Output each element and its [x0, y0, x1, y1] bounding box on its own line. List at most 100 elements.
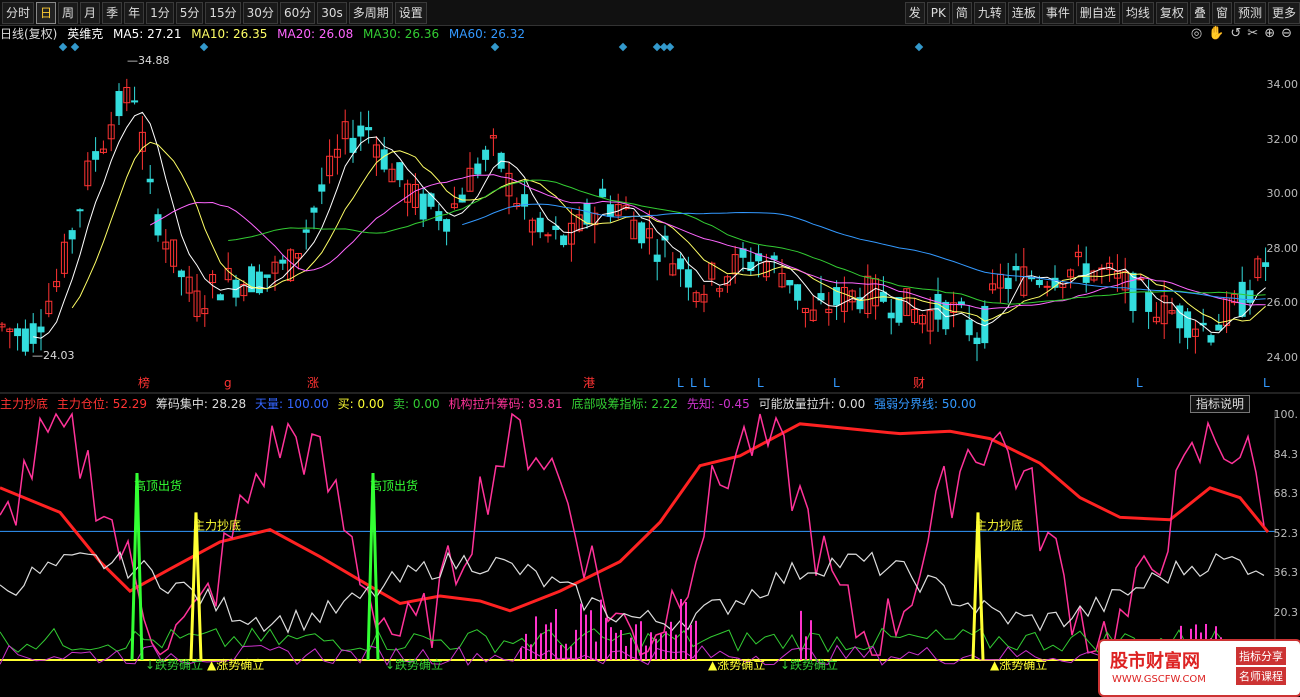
zoom-out-icon[interactable]: ⊖ [1281, 26, 1292, 41]
ma20-value: MA20: 26.08 [277, 27, 354, 41]
toolbar-button[interactable]: 事件 [1041, 1, 1074, 24]
candle-body [1215, 324, 1223, 331]
volume-bar [550, 622, 552, 660]
candle-body [825, 308, 833, 314]
candle-body [989, 283, 997, 291]
indicator-tick: 68.3 [1273, 487, 1299, 500]
bottom-buy-label: 主力抄底 [193, 517, 241, 532]
volume-bar [585, 614, 587, 660]
period-tab[interactable]: 日 [36, 1, 57, 24]
period-tab[interactable]: 多周期 [348, 1, 393, 24]
candle-body [934, 293, 942, 320]
toolbar-button[interactable]: 更多 [1267, 1, 1300, 24]
candle-body [1207, 335, 1215, 343]
toolbar-button[interactable]: 连板 [1007, 1, 1040, 24]
candle-body [53, 281, 61, 288]
period-tab[interactable]: 30s [317, 1, 347, 24]
period-tab[interactable]: 30分 [242, 1, 278, 24]
candle-body [669, 263, 677, 276]
kline-chart[interactable]: —34.88—24.03榜 g 涨港 L L L L L 财 L L [0, 42, 1300, 394]
candle-body [1020, 266, 1028, 296]
candle-body [950, 302, 958, 314]
toolbar-button[interactable]: 删自选 [1075, 1, 1120, 24]
scissors-icon[interactable]: ✂ [1247, 26, 1259, 41]
candle-body [747, 261, 755, 272]
watermark-name: 股市财富网 [1110, 651, 1200, 672]
period-tab[interactable]: 年 [124, 1, 145, 24]
up-trend-label: ▲涨势确立 [708, 657, 765, 672]
candle-body [903, 288, 911, 317]
candle-body [965, 319, 973, 336]
zoom-in-icon[interactable]: ⊕ [1264, 26, 1276, 41]
watermark-tag-2: 名师课程 [1236, 667, 1286, 685]
period-tab[interactable]: 15分 [205, 1, 241, 24]
period-tab[interactable]: 季 [102, 1, 123, 24]
candle-body [1176, 305, 1184, 329]
period-tab[interactable]: 60分 [279, 1, 316, 24]
candle-body [895, 297, 903, 323]
candle-body [482, 149, 490, 160]
candle-body [185, 276, 193, 294]
candle-body [1254, 258, 1262, 279]
top-sell-label: 高顶出货 [370, 478, 418, 493]
period-tab[interactable]: 分时 [2, 1, 35, 24]
candle-body [107, 124, 115, 140]
candle-body [29, 323, 37, 344]
toolbar-button[interactable]: 窗 [1211, 1, 1232, 24]
undo-icon[interactable]: ↺ [1230, 26, 1242, 41]
price-tick: 28.00 [1266, 241, 1299, 255]
period-toolbar: 分时日周月季年 1分 5分 15分 30分 60分 30s 多周期 设置 [0, 0, 427, 25]
toolbar-button[interactable]: PK [926, 1, 950, 24]
candle-body [677, 258, 685, 270]
volume-bar [680, 598, 682, 660]
period-tab[interactable]: 5分 [175, 1, 204, 24]
event-mark: L [833, 376, 840, 390]
volume-bar [650, 632, 652, 660]
candle-body [521, 194, 529, 207]
candle-body [146, 178, 154, 183]
candle-body [973, 337, 981, 345]
candle-body [388, 168, 396, 183]
toolbar-button[interactable]: 发 [904, 1, 925, 24]
candle-body [1184, 311, 1192, 338]
candle-body [294, 252, 302, 259]
ma30-line [228, 179, 1266, 305]
period-tab[interactable]: 设置 [394, 1, 427, 24]
volume-bar [660, 634, 662, 660]
stock-name[interactable]: 英维克 [67, 27, 104, 41]
candle-body [622, 205, 630, 210]
volume-bar [685, 601, 687, 660]
toolbar-button[interactable]: 预测 [1233, 1, 1266, 24]
toolbar-button[interactable]: 均线 [1121, 1, 1154, 24]
toolbar-button[interactable]: 叠 [1189, 1, 1210, 24]
toolbar-button[interactable]: 简 [951, 1, 972, 24]
event-mark: 涨 [307, 375, 319, 390]
period-tab[interactable]: 月 [80, 1, 101, 24]
candle-body [1152, 316, 1160, 323]
event-mark: L [677, 376, 684, 390]
ma30-value: MA30: 26.36 [363, 27, 440, 41]
candle-body [528, 219, 536, 233]
volume-bar [615, 632, 617, 660]
eye-icon[interactable]: ◎ [1190, 26, 1203, 41]
candle-body [1191, 328, 1199, 337]
candle-body [92, 151, 100, 160]
volume-bar [565, 643, 567, 660]
period-tab[interactable]: 1分 [146, 1, 174, 24]
price-tick: 32.00 [1266, 132, 1299, 146]
hand-icon[interactable]: ✋ [1208, 26, 1225, 41]
toolbar-button[interactable]: 复权 [1155, 1, 1188, 24]
candle-body [1145, 291, 1153, 312]
toolbar-button[interactable]: 九转 [973, 1, 1006, 24]
signal-diamond-icon [70, 42, 80, 52]
event-mark: L [703, 376, 710, 390]
price-tick: 34.00 [1266, 78, 1299, 91]
candle-body [21, 328, 29, 352]
down-trend-label: ↓跌势确立 [780, 657, 838, 672]
candle-body [349, 137, 357, 153]
signal-diamond-icon [665, 42, 675, 52]
period-tab[interactable]: 周 [58, 1, 79, 24]
signal-diamond-icon [914, 42, 924, 52]
indicator-help-button[interactable]: 指标说明 [1189, 395, 1250, 413]
